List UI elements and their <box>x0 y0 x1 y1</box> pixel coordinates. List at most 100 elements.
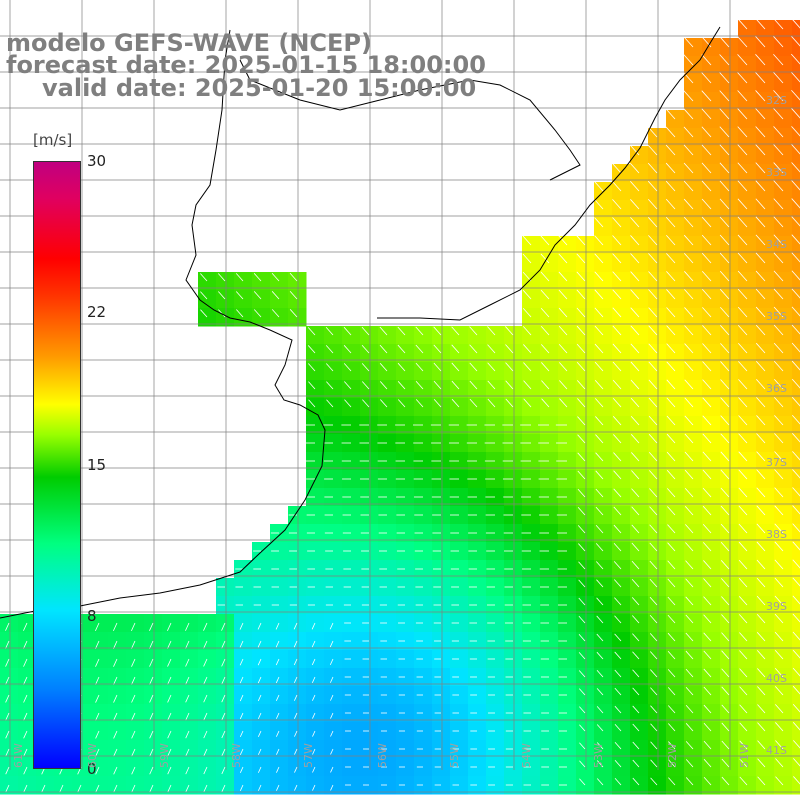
field-cell <box>612 686 631 705</box>
wind-arrow <box>613 488 622 498</box>
field-cell <box>792 704 800 723</box>
wind-arrow <box>757 668 766 678</box>
wind-arrow <box>451 380 460 390</box>
field-cell <box>468 452 487 471</box>
field-cell <box>522 470 541 489</box>
wind-arrow <box>95 748 100 757</box>
field-cell <box>378 416 397 435</box>
wind-arrow <box>578 615 586 624</box>
wind-arrow <box>648 433 658 444</box>
wind-arrow <box>149 694 154 703</box>
wind-arrow <box>685 596 694 606</box>
wind-arrow <box>666 397 676 408</box>
wind-arrow <box>612 253 622 264</box>
wind-arrow <box>702 505 712 516</box>
wind-arrow <box>739 776 748 786</box>
wind-arrow <box>685 723 694 732</box>
wind-arrow <box>239 640 244 648</box>
field-cell <box>720 146 739 165</box>
field-cell <box>666 578 685 597</box>
field-cell <box>216 290 235 309</box>
wind-arrow <box>330 730 334 737</box>
field-cell <box>612 506 631 525</box>
field-cell <box>360 524 379 543</box>
wind-arrow <box>307 345 316 354</box>
field-cell <box>414 758 433 777</box>
wind-arrow <box>379 326 388 336</box>
wind-arrow <box>523 398 532 408</box>
wind-arrow <box>258 766 262 773</box>
wind-arrow <box>774 668 784 678</box>
wind-arrow <box>774 451 784 462</box>
field-cell <box>378 326 397 345</box>
wind-arrow <box>648 415 658 426</box>
field-cell <box>720 506 739 525</box>
field-cell <box>648 146 667 165</box>
field-cell <box>756 722 775 741</box>
wind-arrow <box>294 784 298 791</box>
field-cell <box>396 506 415 525</box>
field-cell <box>792 722 800 741</box>
wind-arrow <box>469 362 478 372</box>
field-cell <box>756 542 775 561</box>
field-cell <box>522 632 541 651</box>
wind-arrow <box>773 360 784 372</box>
field-cell <box>540 434 559 453</box>
wind-arrow <box>167 622 172 631</box>
wind-arrow <box>540 325 550 336</box>
wind-arrow <box>221 748 226 757</box>
wind-arrow <box>167 694 172 703</box>
field-cell <box>468 506 487 525</box>
field-cell <box>594 542 613 561</box>
field-cell <box>756 398 775 417</box>
wind-arrow <box>648 325 658 336</box>
field-cell <box>450 578 469 597</box>
wind-arrow <box>774 541 784 552</box>
wind-arrow <box>703 704 712 714</box>
wind-arrow <box>596 633 604 642</box>
field-cell <box>738 290 757 309</box>
wind-arrow <box>596 561 604 570</box>
field-cell <box>576 326 595 345</box>
field-cell <box>792 380 800 399</box>
wind-arrow <box>773 126 784 138</box>
wind-arrow <box>239 622 244 630</box>
field-cell <box>540 650 559 669</box>
field-cell <box>630 506 649 525</box>
wind-arrow <box>326 399 334 408</box>
field-cell <box>666 362 685 381</box>
wind-arrow <box>167 748 172 757</box>
wind-arrow <box>649 615 658 624</box>
wind-arrow <box>650 777 658 786</box>
wind-arrow <box>131 640 136 649</box>
field-cell <box>684 38 703 57</box>
wind-arrow <box>648 397 658 408</box>
wind-arrow <box>755 360 766 372</box>
field-cell <box>450 488 469 507</box>
wind-arrow <box>719 270 730 282</box>
wind-arrow <box>522 235 532 246</box>
field-cell <box>252 578 271 597</box>
field-cell <box>306 542 325 561</box>
wind-arrow <box>685 668 694 678</box>
wind-arrow <box>5 694 10 703</box>
forecast-date: forecast date: 2025-01-15 18:00:00 <box>6 51 486 79</box>
field-cell <box>792 506 800 525</box>
wind-arrow <box>631 470 640 480</box>
wind-arrow <box>397 362 406 372</box>
field-cell <box>342 740 361 759</box>
wind-arrow <box>185 712 190 721</box>
field-cell <box>504 506 523 525</box>
field-cell <box>666 506 685 525</box>
wind-arrow <box>221 712 226 721</box>
field-cell <box>306 524 325 543</box>
wind-arrow <box>576 325 586 336</box>
wind-arrow <box>648 307 658 318</box>
wind-arrow <box>756 595 766 606</box>
wind-arrow <box>559 398 568 408</box>
wind-arrow <box>755 90 766 102</box>
wind-arrow <box>577 488 586 498</box>
wind-arrow <box>667 632 676 642</box>
wind-arrow <box>594 289 604 300</box>
wind-arrow <box>612 325 622 336</box>
